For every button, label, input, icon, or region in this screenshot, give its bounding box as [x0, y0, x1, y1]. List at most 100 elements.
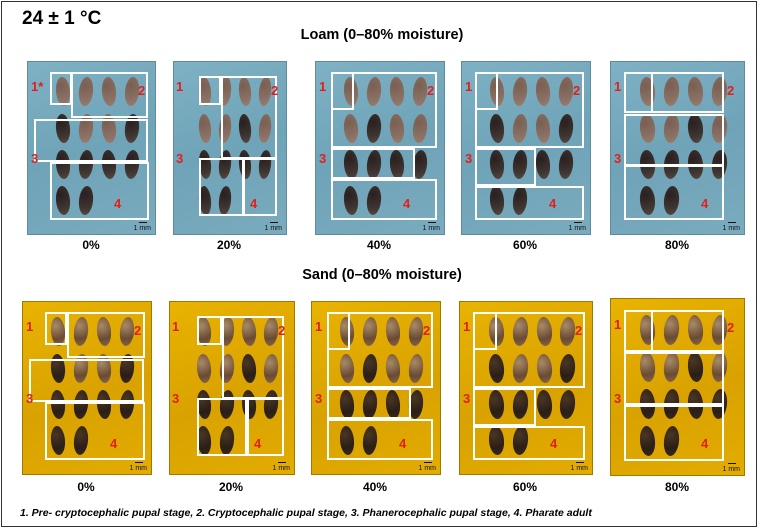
- stage-box: [624, 405, 724, 461]
- stage-marker: 4: [399, 436, 407, 451]
- scale-bar-label: 1 mm: [423, 222, 440, 232]
- stage-box: [45, 402, 145, 460]
- stage-marker: 3: [614, 391, 622, 406]
- stage-marker: 4: [250, 196, 258, 211]
- stage-marker: 2: [423, 323, 431, 338]
- stage-box: [29, 359, 144, 402]
- scale-bar-text: 1 mm: [133, 225, 152, 232]
- scale-bar-label: 1 mm: [568, 222, 587, 232]
- loam-photo-5: 1 2 3 4 1 mm: [610, 61, 745, 235]
- stage-marker: 3: [31, 151, 39, 166]
- stage-marker: 3: [465, 151, 473, 166]
- loam-photo-3: 1 2 3 4 1 mm: [315, 61, 445, 235]
- stage-marker: 4: [701, 436, 709, 451]
- stage-marker: 3: [315, 391, 323, 406]
- stage-box: [221, 76, 277, 159]
- stage-box: [67, 312, 145, 358]
- stage-marker: 4: [110, 436, 118, 451]
- stage-box: [475, 148, 536, 186]
- scale-bar-label: 1 mm: [133, 222, 152, 232]
- scale-bar-text: 1 mm: [568, 225, 587, 232]
- scale-bar-label: 1 mm: [130, 462, 147, 472]
- stage-marker: 4: [701, 196, 709, 211]
- stage-box: [651, 72, 724, 113]
- loam-moisture-label: 20%: [216, 238, 242, 252]
- stage-box: [331, 179, 437, 220]
- stage-marker: 3: [463, 391, 471, 406]
- stage-box: [327, 312, 433, 388]
- sand-moisture-label: 20%: [218, 480, 244, 494]
- stage-marker: 4: [254, 436, 262, 451]
- scale-bar-text: 1 mm: [722, 466, 741, 473]
- stage-box: [199, 76, 221, 105]
- scale-bar-line: [138, 222, 147, 223]
- sand-row-title: Sand (0–80% moisture): [302, 267, 462, 283]
- stage-box: [624, 352, 724, 405]
- stage-marker: 1: [614, 79, 622, 94]
- scale-bar-line: [269, 222, 278, 223]
- stage-marker: 4: [114, 196, 122, 211]
- stage-marker: 2: [727, 320, 735, 335]
- pupa: [558, 389, 577, 420]
- scale-bar-text: 1 mm: [570, 465, 589, 472]
- scale-bar-label: 1 mm: [722, 222, 741, 232]
- loam-photo-4: 1 2 3 4 1 mm: [461, 61, 591, 235]
- stage-box: [50, 72, 72, 105]
- sand-photo-1: 1 2 3 4 1 mm: [22, 301, 152, 475]
- stage-marker: 2: [573, 83, 581, 98]
- stage-marker: 3: [319, 151, 327, 166]
- stage-box: [651, 310, 724, 352]
- stage-box: [331, 148, 415, 179]
- sand-moisture-label: 60%: [512, 480, 538, 494]
- pupa: [557, 149, 575, 180]
- stage-marker: 2: [278, 323, 286, 338]
- stage-marker: 1: [465, 79, 473, 94]
- stage-marker: 1: [614, 317, 622, 332]
- stage-legend-caption: 1. Pre- cryptocephalic pupal stage, 2. C…: [20, 507, 592, 519]
- sand-photo-2: 1 2 3 4 1 mm: [169, 301, 295, 475]
- loam-photo-1: 1* 2 3 4 1 mm: [27, 61, 156, 235]
- loam-moisture-label: 0%: [82, 238, 100, 252]
- stage-box: [327, 312, 350, 350]
- scale-bar-line: [423, 462, 432, 463]
- scale-bar-line: [727, 463, 736, 464]
- scale-bar-line: [575, 462, 584, 463]
- stage-box: [327, 419, 433, 460]
- pupa: [534, 149, 552, 180]
- figure-title: 24 ± 1 °C: [22, 8, 102, 29]
- loam-row-title: Loam (0–80% moisture): [300, 27, 464, 43]
- stage-box: [50, 162, 149, 220]
- scale-bar-label: 1 mm: [273, 462, 290, 472]
- loam-moisture-label: 80%: [664, 238, 690, 252]
- stage-box: [331, 72, 437, 148]
- scale-bar-line: [573, 222, 582, 223]
- scale-bar-label: 1 mm: [722, 463, 741, 473]
- scale-bar-line: [134, 462, 143, 463]
- sand-moisture-label: 80%: [664, 480, 690, 494]
- stage-box: [624, 114, 724, 166]
- stage-box: [243, 158, 277, 216]
- stage-marker: 3: [176, 151, 184, 166]
- stage-box: [327, 388, 411, 419]
- scale-bar-line: [427, 222, 436, 223]
- stage-box: [197, 398, 247, 456]
- stage-box: [475, 72, 584, 148]
- stage-marker: 1: [176, 79, 184, 94]
- loam-photo-2: 1 2 3 4 1 mm: [173, 61, 287, 235]
- stage-marker: 2: [575, 323, 583, 338]
- loam-moisture-label: 40%: [366, 238, 392, 252]
- stage-marker: 3: [614, 151, 622, 166]
- pupa: [195, 353, 213, 384]
- scale-bar-text: 1 mm: [418, 465, 437, 472]
- stage-box: [45, 312, 67, 345]
- stage-marker: 2: [134, 323, 142, 338]
- scale-bar-label: 1 mm: [570, 462, 589, 472]
- scale-bar-label: 1 mm: [418, 462, 437, 472]
- sand-photo-5: 1 2 3 4 1 mm: [610, 298, 745, 476]
- stage-box: [331, 72, 354, 110]
- stage-box: [199, 158, 244, 216]
- scale-bar-text: 1 mm: [722, 225, 741, 232]
- stage-marker: 1: [319, 79, 327, 94]
- stage-marker: 4: [550, 436, 558, 451]
